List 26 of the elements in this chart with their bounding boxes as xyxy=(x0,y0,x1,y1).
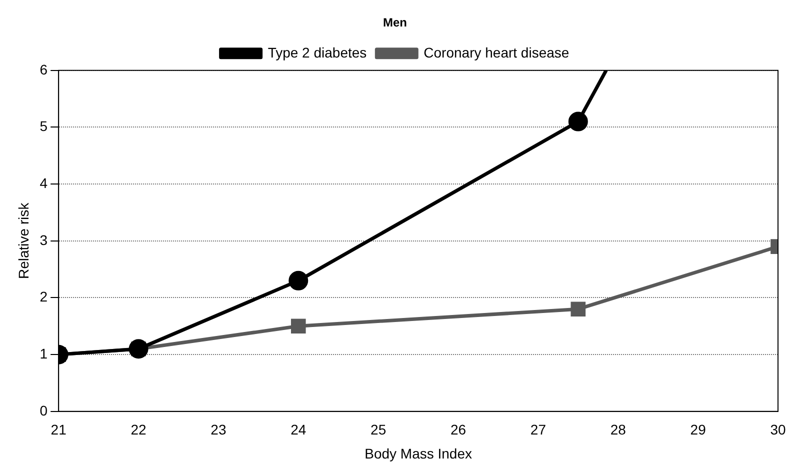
y-tick-label: 0 xyxy=(40,402,48,418)
y-tick-label: 5 xyxy=(40,118,48,134)
legend-label: Coronary heart disease xyxy=(424,44,570,60)
x-tick-label: 21 xyxy=(50,422,67,438)
y-tick-label: 2 xyxy=(40,288,48,305)
x-tick-label: 22 xyxy=(130,422,147,438)
x-tick-label: 23 xyxy=(210,422,226,438)
y-tick-label: 4 xyxy=(40,174,48,191)
y-axis-title: Relative risk xyxy=(15,202,32,280)
y-tick-label: 6 xyxy=(40,61,48,78)
x-tick-label: 28 xyxy=(610,422,626,438)
x-tick-label: 29 xyxy=(690,422,706,438)
point xyxy=(568,112,588,132)
x-tick-label: 27 xyxy=(530,422,546,438)
legend-label: Type 2 diabetes xyxy=(268,44,367,60)
x-axis-title: Body Mass Index xyxy=(364,445,472,462)
x-tick-label: 24 xyxy=(290,422,306,438)
point xyxy=(288,270,308,290)
point xyxy=(290,318,306,334)
x-tick-label: 30 xyxy=(770,422,786,438)
point xyxy=(128,339,148,359)
x-tick-label: 26 xyxy=(450,422,466,438)
x-tick-label: 25 xyxy=(370,422,386,438)
y-tick-label: 1 xyxy=(40,345,48,362)
chart-title: Men xyxy=(383,16,407,30)
y-tick-label: 3 xyxy=(40,232,48,248)
